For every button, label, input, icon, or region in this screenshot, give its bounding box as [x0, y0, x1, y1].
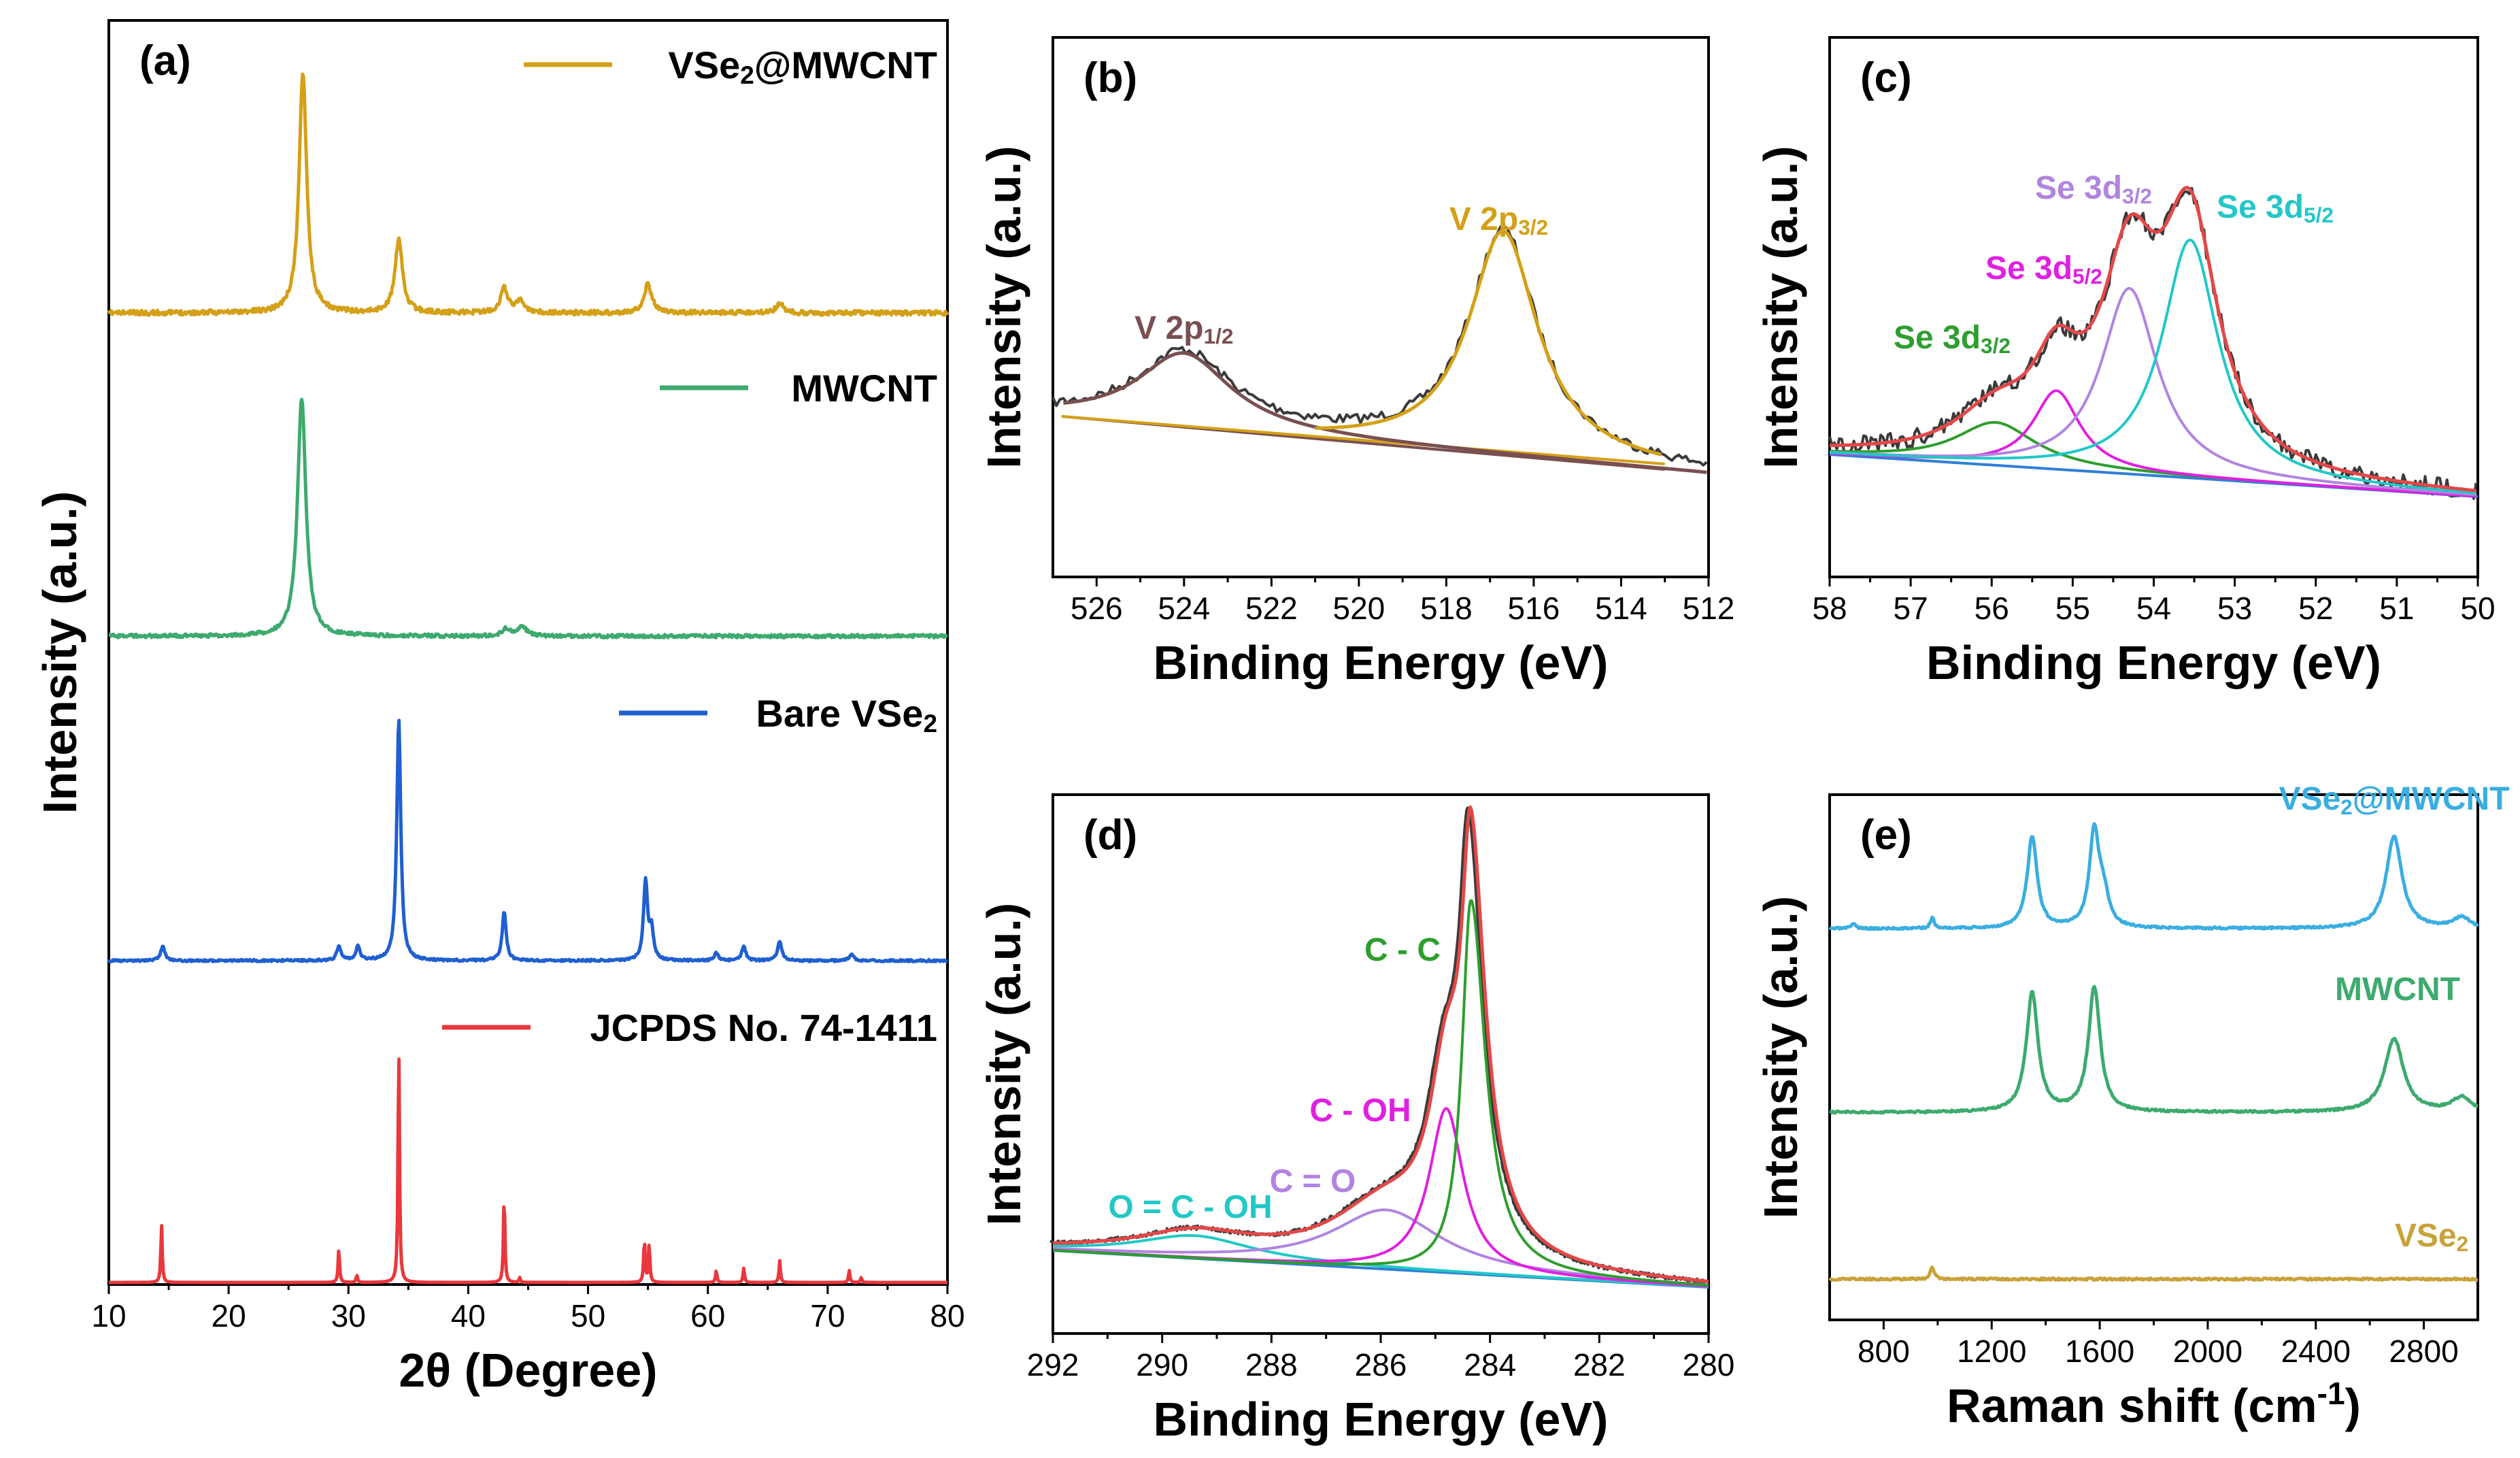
raman-trace: [1828, 822, 2479, 931]
panel-c-ylabel: Intensity (a.u.): [1754, 146, 1807, 468]
xrd-trace: [107, 1057, 949, 1285]
xps-component-peak: [1052, 1233, 1709, 1289]
xps-fit-v2p12: [1063, 351, 1707, 474]
xps-component-peak: [1052, 1208, 1709, 1287]
xps-component-peak: [1829, 238, 2476, 495]
label-c1s: C = O: [1270, 1163, 1356, 1199]
panel-a-xtick-label: 30: [331, 1298, 366, 1333]
panel-b-ylabel: Intensity (a.u.): [977, 146, 1030, 468]
panel-a-label: (a): [139, 37, 191, 84]
xrd-trace: [107, 397, 949, 640]
panel-a-xtick-label: 50: [571, 1298, 605, 1333]
label-se3d: Se 3d5/2: [1985, 250, 2102, 288]
panel-e-ylabel: Intensity (a.u.): [1754, 896, 1807, 1219]
panel-b-xtick-label: 514: [1595, 591, 1647, 626]
panel-a-xtick-label: 40: [451, 1298, 486, 1333]
panel-d-xtick-label: 288: [1245, 1347, 1298, 1382]
panel-e-xlabel: Raman shift (cm-1): [1947, 1376, 2361, 1432]
panel-e-frame: [1828, 793, 2479, 1321]
panel-a-frame: [107, 19, 949, 1286]
xps-background-line: [1061, 415, 1665, 465]
panel-b-xtick-label: 518: [1420, 591, 1473, 626]
panel-a-xtick-label: 10: [91, 1298, 126, 1333]
panel-d-xtick-label: 286: [1355, 1347, 1407, 1382]
panel-b-label: (b): [1083, 54, 1137, 101]
panel-c-xtick-label: 53: [2217, 591, 2252, 626]
label-v2p32: V 2p3/2: [1449, 201, 1548, 239]
raman-trace: [1829, 984, 2479, 1115]
label-se3d: Se 3d3/2: [2035, 170, 2152, 208]
xps-envelope-fit: [1052, 805, 1709, 1283]
panel-d-xtick-label: 284: [1464, 1347, 1516, 1382]
panel-e-xtick-label: 800: [1858, 1333, 1910, 1369]
legend-label: Bare VSe2: [756, 692, 938, 738]
panel-d-label: (d): [1083, 812, 1137, 859]
xps-component-peak: [1052, 899, 1709, 1287]
panel-a-ylabel: Intensity (a.u.): [33, 491, 86, 814]
panel-c-xtick-label: 50: [2460, 591, 2495, 626]
panel-e-label: (e): [1860, 812, 1912, 859]
panel-d-xtick-label: 290: [1136, 1347, 1188, 1382]
xrd-trace: [107, 718, 949, 963]
raman-series-label: MWCNT: [2335, 972, 2460, 1008]
panel-d-xtick-label: 282: [1573, 1347, 1626, 1382]
panel-c-xtick-label: 51: [2379, 591, 2414, 626]
panel-b-xtick-label: 520: [1332, 591, 1385, 626]
raman-series-label: VSe2: [2395, 1218, 2468, 1256]
label-se3d: Se 3d3/2: [1894, 320, 2011, 358]
legend-label: MWCNT: [791, 367, 937, 410]
panel-d-ylabel: Intensity (a.u.): [977, 903, 1030, 1225]
legend-label: JCPDS No. 74-1411: [590, 1006, 937, 1049]
panel-a-xtick-label: 20: [212, 1298, 246, 1333]
xrd-trace: [107, 72, 950, 317]
panel-e-xtick-label: 1200: [1957, 1333, 2026, 1369]
label-se3d: Se 3d5/2: [2217, 189, 2334, 227]
raman-series-label: VSe2@MWCNT: [2279, 781, 2509, 819]
label-c1s: C - C: [1364, 932, 1441, 968]
xps-component-peak: [1829, 286, 2476, 497]
panel-e-xtick-label: 2400: [2281, 1333, 2351, 1369]
panel-b-xtick-label: 512: [1683, 591, 1735, 626]
panel-a-xlabel: 2θ (Degree): [399, 1344, 657, 1397]
panel-e-xtick-label: 2000: [2173, 1333, 2242, 1369]
panel-c-xtick-label: 56: [1975, 591, 2009, 626]
panel-a-xtick-label: 60: [690, 1298, 725, 1333]
xps-envelope-fit: [1829, 186, 2476, 493]
xps-fit-v2p32: [1315, 229, 1662, 457]
panel-e-xtick-label: 1600: [2065, 1333, 2134, 1369]
panel-a-xtick-label: 70: [810, 1298, 845, 1333]
panel-c-xtick-label: 54: [2136, 591, 2171, 626]
panel-c-xlabel: Binding Energy (eV): [1926, 636, 2381, 689]
panel-e-xtick-label: 2800: [2389, 1333, 2458, 1369]
label-c1s: C - OH: [1309, 1093, 1411, 1129]
panel-c-frame: [1828, 36, 2479, 578]
panel-b-xtick-label: 524: [1158, 591, 1210, 626]
panel-b-frame: [1052, 36, 1710, 578]
panel-c-xtick-label: 57: [1894, 591, 1928, 626]
panel-a-xtick-label: 80: [930, 1298, 964, 1333]
panel-b-xtick-label: 526: [1071, 591, 1123, 626]
raman-trace: [1828, 1265, 2479, 1282]
panel-d-xlabel: Binding Energy (eV): [1154, 1393, 1609, 1446]
panel-c-label: (c): [1860, 54, 1912, 101]
legend-label: VSe2@MWCNT: [668, 44, 937, 89]
panel-c-xtick-label: 52: [2298, 591, 2333, 626]
panel-d-xtick-label: 292: [1027, 1347, 1079, 1382]
panel-d-xtick-label: 280: [1683, 1347, 1735, 1382]
panel-c-xtick-label: 55: [2055, 591, 2090, 626]
panel-b-xlabel: Binding Energy (eV): [1154, 636, 1609, 689]
label-v2p12: V 2p1/2: [1135, 310, 1233, 348]
label-c1s: O = C - OH: [1108, 1189, 1272, 1225]
panel-c-xtick-label: 58: [1812, 591, 1847, 626]
panel-b-xtick-label: 522: [1245, 591, 1298, 626]
panel-b-xtick-label: 516: [1508, 591, 1560, 626]
